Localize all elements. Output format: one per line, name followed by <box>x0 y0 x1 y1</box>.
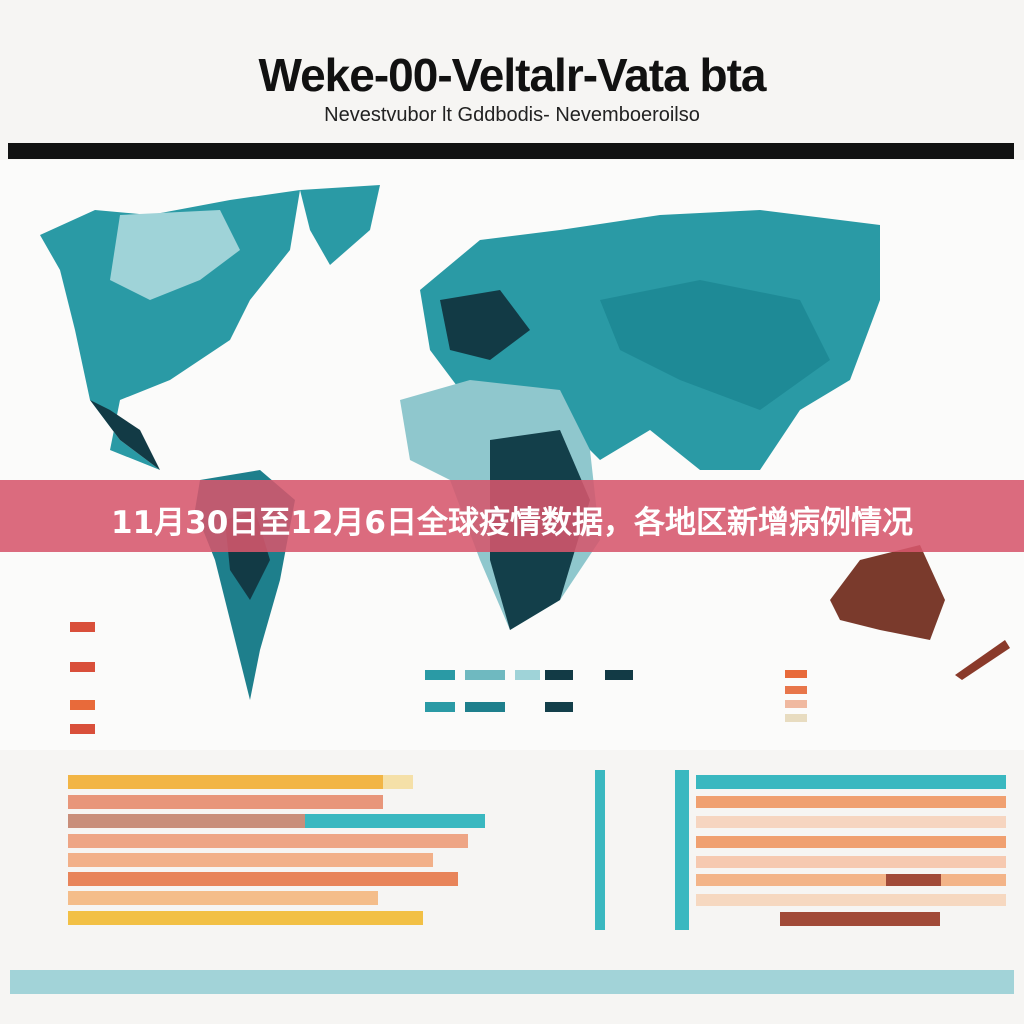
north-america <box>40 190 300 470</box>
bar <box>68 834 468 848</box>
australia <box>830 545 945 640</box>
china-region <box>600 280 830 410</box>
legend-swatch <box>785 714 807 722</box>
table-row <box>696 836 1006 848</box>
legend-swatch <box>785 670 807 678</box>
bar <box>68 795 383 809</box>
banner-text: 11月30日至12月6日全球疫情数据，各地区新增病例情况 <box>111 505 913 541</box>
bar <box>68 853 433 867</box>
table-row <box>696 796 1006 808</box>
legend-swatch <box>425 670 455 680</box>
table-row <box>696 856 1006 868</box>
legend-swatch <box>785 686 807 694</box>
column <box>595 770 605 930</box>
legend-swatch <box>70 662 95 672</box>
map-legend <box>70 622 807 734</box>
bar <box>383 775 413 789</box>
bar <box>68 814 305 828</box>
legend-swatch <box>605 670 633 680</box>
subtitle: Nevestvubor lt Gddbodis- Nevemboeroilso <box>324 104 700 126</box>
legend-swatch <box>545 702 573 712</box>
europe-core <box>440 290 530 360</box>
banner <box>0 480 1024 552</box>
bar <box>68 775 383 789</box>
legend-swatch <box>465 670 505 680</box>
legend-swatch <box>70 700 95 710</box>
table-cell <box>886 874 941 886</box>
table-row <box>696 816 1006 828</box>
legend-swatch <box>425 702 455 712</box>
table-cell <box>780 912 940 926</box>
bar <box>68 911 423 925</box>
mexico <box>90 400 160 470</box>
canada <box>110 210 240 300</box>
legend-swatch <box>515 670 540 680</box>
legend-swatch <box>465 702 505 712</box>
header-bar <box>8 143 1014 159</box>
legend-swatch <box>545 670 573 680</box>
legend-swatch <box>70 724 95 734</box>
greenland <box>300 185 380 265</box>
bar <box>68 891 378 905</box>
bar <box>68 872 458 886</box>
new-zealand <box>955 640 1010 680</box>
table-row <box>696 874 1006 886</box>
legend-swatch <box>70 622 95 632</box>
bar-panel <box>68 770 1006 930</box>
bar <box>305 814 485 828</box>
column <box>675 770 689 930</box>
table-row <box>696 775 1006 789</box>
legend-swatch <box>785 700 807 708</box>
footer-strip <box>10 970 1014 994</box>
title: Weke-00-Veltalr-Vata bta <box>258 49 767 101</box>
table-row <box>696 894 1006 906</box>
